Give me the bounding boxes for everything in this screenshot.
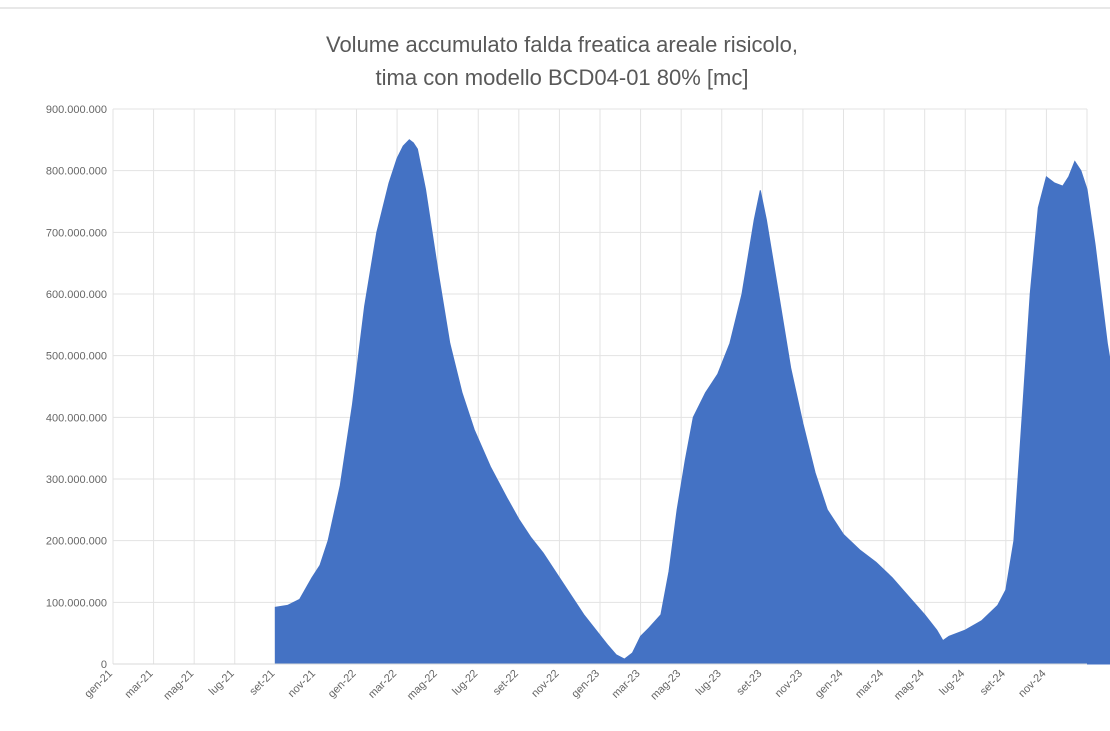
y-tick-label: 400.000.000 bbox=[46, 412, 107, 424]
y-tick-label: 900.000.000 bbox=[46, 104, 107, 116]
y-tick-label: 800.000.000 bbox=[46, 166, 107, 178]
chart-title-line-1: Volume accumulato falda freatica areale … bbox=[326, 32, 798, 57]
chart-title-line-2: tima con modello BCD04-01 80% [mc] bbox=[376, 65, 749, 90]
y-tick-label: 600.000.000 bbox=[46, 289, 107, 301]
area-layer bbox=[274, 139, 1110, 665]
area-series bbox=[274, 139, 1110, 665]
y-tick-label: 200.000.000 bbox=[46, 536, 107, 548]
y-tick-label: 700.000.000 bbox=[46, 227, 107, 239]
y-tick-label: 500.000.000 bbox=[46, 351, 107, 363]
y-tick-label: 0 bbox=[101, 659, 107, 671]
y-tick-label: 100.000.000 bbox=[46, 597, 107, 609]
y-tick-label: 300.000.000 bbox=[46, 474, 107, 486]
